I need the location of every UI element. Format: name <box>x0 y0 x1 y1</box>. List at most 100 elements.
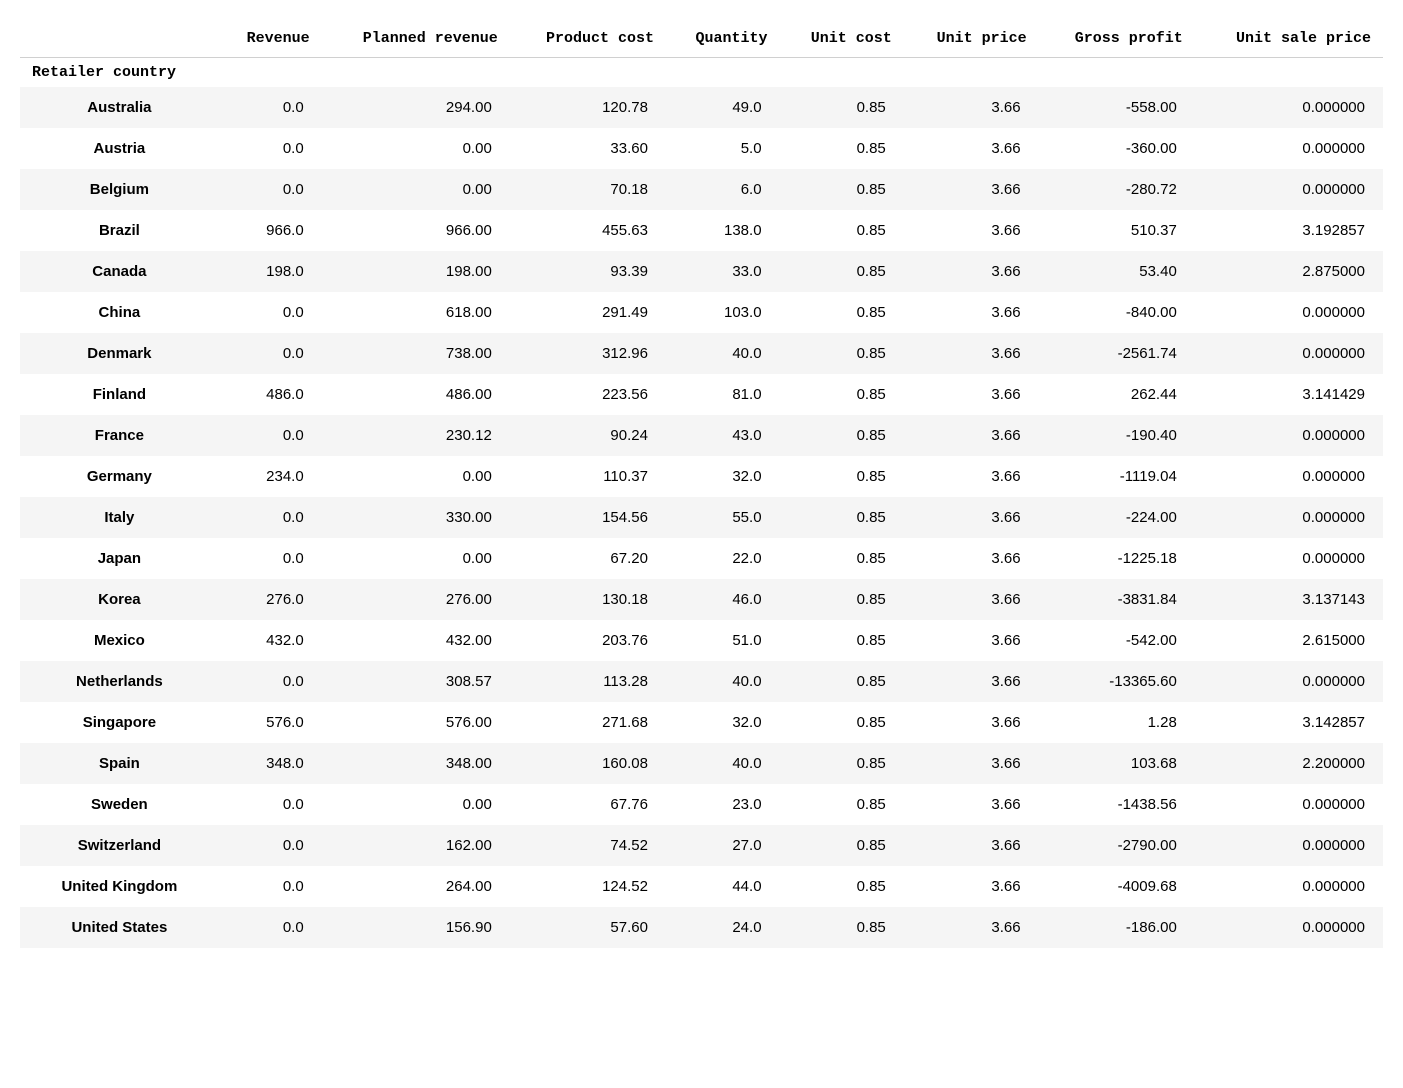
cell: 138.0 <box>666 210 780 251</box>
cell: 0.000000 <box>1195 907 1383 948</box>
cell: 455.63 <box>510 210 666 251</box>
cell: 40.0 <box>666 661 780 702</box>
cell: 0.85 <box>780 169 904 210</box>
table-row: Germany234.00.00110.3732.00.853.66-1119.… <box>20 456 1383 497</box>
cell: 0.000000 <box>1195 456 1383 497</box>
cell: 198.0 <box>219 251 322 292</box>
cell: 0.00 <box>322 169 510 210</box>
cell: 0.85 <box>780 743 904 784</box>
cell: 0.85 <box>780 907 904 948</box>
cell: 0.85 <box>780 866 904 907</box>
table-row: Switzerland0.0162.0074.5227.00.853.66-27… <box>20 825 1383 866</box>
table-row: Canada198.0198.0093.3933.00.853.6653.402… <box>20 251 1383 292</box>
cell: 198.00 <box>322 251 510 292</box>
row-index: Brazil <box>20 210 219 251</box>
spacer-cell <box>1039 58 1195 88</box>
blank-corner <box>20 20 219 58</box>
row-index: China <box>20 292 219 333</box>
cell: 432.0 <box>219 620 322 661</box>
cell: 3.66 <box>904 374 1039 415</box>
cell: 271.68 <box>510 702 666 743</box>
cell: -840.00 <box>1039 292 1195 333</box>
cell: 486.00 <box>322 374 510 415</box>
cell: 0.0 <box>219 497 322 538</box>
cell: -186.00 <box>1039 907 1195 948</box>
cell: -3831.84 <box>1039 579 1195 620</box>
cell: 156.90 <box>322 907 510 948</box>
cell: 234.0 <box>219 456 322 497</box>
cell: 0.85 <box>780 292 904 333</box>
cell: 3.66 <box>904 210 1039 251</box>
cell: 24.0 <box>666 907 780 948</box>
cell: 0.85 <box>780 538 904 579</box>
table-row: Singapore576.0576.00271.6832.00.853.661.… <box>20 702 1383 743</box>
cell: 110.37 <box>510 456 666 497</box>
row-index: Canada <box>20 251 219 292</box>
table-row: Sweden0.00.0067.7623.00.853.66-1438.560.… <box>20 784 1383 825</box>
cell: 276.0 <box>219 579 322 620</box>
cell: 3.66 <box>904 87 1039 128</box>
cell: 3.66 <box>904 784 1039 825</box>
cell: -558.00 <box>1039 87 1195 128</box>
cell: 0.0 <box>219 415 322 456</box>
cell: 3.66 <box>904 579 1039 620</box>
cell: 264.00 <box>322 866 510 907</box>
cell: 0.000000 <box>1195 128 1383 169</box>
cell: 3.142857 <box>1195 702 1383 743</box>
cell: 0.00 <box>322 538 510 579</box>
row-index: Korea <box>20 579 219 620</box>
spacer-cell <box>780 58 904 88</box>
column-header: Revenue <box>219 20 322 58</box>
cell: 120.78 <box>510 87 666 128</box>
cell: 46.0 <box>666 579 780 620</box>
cell: 348.0 <box>219 743 322 784</box>
cell: 0.00 <box>322 456 510 497</box>
column-header: Gross profit <box>1039 20 1195 58</box>
cell: -224.00 <box>1039 497 1195 538</box>
cell: 0.0 <box>219 866 322 907</box>
cell: 0.000000 <box>1195 497 1383 538</box>
cell: 162.00 <box>322 825 510 866</box>
cell: 0.0 <box>219 128 322 169</box>
cell: 23.0 <box>666 784 780 825</box>
cell: 3.66 <box>904 620 1039 661</box>
table-row: Finland486.0486.00223.5681.00.853.66262.… <box>20 374 1383 415</box>
cell: 291.49 <box>510 292 666 333</box>
cell: 3.66 <box>904 292 1039 333</box>
cell: 230.12 <box>322 415 510 456</box>
cell: -13365.60 <box>1039 661 1195 702</box>
table-row: Spain348.0348.00160.0840.00.853.66103.68… <box>20 743 1383 784</box>
row-index: Switzerland <box>20 825 219 866</box>
cell: 40.0 <box>666 743 780 784</box>
table-row: Korea276.0276.00130.1846.00.853.66-3831.… <box>20 579 1383 620</box>
cell: 3.66 <box>904 866 1039 907</box>
cell: 203.76 <box>510 620 666 661</box>
table-row: Belgium0.00.0070.186.00.853.66-280.720.0… <box>20 169 1383 210</box>
spacer-cell <box>666 58 780 88</box>
cell: 44.0 <box>666 866 780 907</box>
spacer-cell <box>904 58 1039 88</box>
cell: 2.200000 <box>1195 743 1383 784</box>
cell: 0.000000 <box>1195 333 1383 374</box>
cell: -1225.18 <box>1039 538 1195 579</box>
cell: 0.85 <box>780 497 904 538</box>
cell: 67.76 <box>510 784 666 825</box>
cell: 154.56 <box>510 497 666 538</box>
cell: 0.85 <box>780 210 904 251</box>
cell: 103.0 <box>666 292 780 333</box>
cell: 3.192857 <box>1195 210 1383 251</box>
cell: 0.000000 <box>1195 825 1383 866</box>
cell: 57.60 <box>510 907 666 948</box>
cell: 3.66 <box>904 128 1039 169</box>
table-row: France0.0230.1290.2443.00.853.66-190.400… <box>20 415 1383 456</box>
table-row: China0.0618.00291.49103.00.853.66-840.00… <box>20 292 1383 333</box>
cell: 3.66 <box>904 169 1039 210</box>
column-header-row: RevenuePlanned revenueProduct costQuanti… <box>20 20 1383 58</box>
cell: -1119.04 <box>1039 456 1195 497</box>
cell: -280.72 <box>1039 169 1195 210</box>
cell: -190.40 <box>1039 415 1195 456</box>
column-header: Unit sale price <box>1195 20 1383 58</box>
cell: 0.0 <box>219 907 322 948</box>
row-index: Singapore <box>20 702 219 743</box>
cell: 0.85 <box>780 620 904 661</box>
